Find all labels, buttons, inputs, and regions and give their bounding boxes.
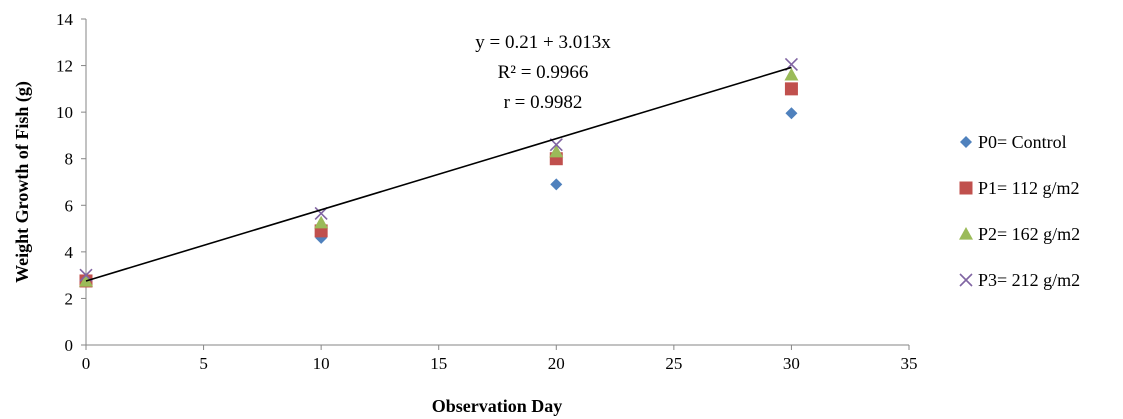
- data-point-series-2: [549, 144, 564, 158]
- y-tick-label: 0: [65, 336, 74, 355]
- x-tick-label: 0: [82, 354, 91, 373]
- trendline: [85, 66, 792, 282]
- data-point-series-3: [549, 138, 563, 152]
- legend-label-1: P1= 112 g/m2: [978, 178, 1080, 198]
- legend-label-3: P3= 212 g/m2: [978, 270, 1080, 290]
- data-marks: [79, 57, 799, 288]
- y-tick-label: 10: [56, 103, 73, 122]
- y-tick-label: 12: [56, 57, 73, 76]
- x-axis-title: Observation Day: [432, 396, 563, 416]
- annotation-r: r = 0.9982: [504, 92, 583, 113]
- x-tick-label: 15: [430, 354, 447, 373]
- x-tick-label: 10: [313, 354, 330, 373]
- y-tick-label: 8: [65, 150, 74, 169]
- y-axis-title: Weight Growth of Fish (g): [12, 81, 33, 283]
- y-tick-label: 2: [65, 289, 74, 308]
- y-tick-label: 14: [56, 10, 74, 29]
- legend-marker-3: [959, 273, 973, 287]
- x-tick-label: 20: [548, 354, 565, 373]
- x-tick-label: 5: [199, 354, 208, 373]
- axes: 0 5 10 15 20 25 30 35 0 2 4 6 8 10 12 14: [56, 10, 918, 373]
- x-tick-label: 25: [665, 354, 682, 373]
- legend-marker-0: [960, 136, 972, 148]
- legend: P0= Control P1= 112 g/m2 P2= 162 g/m2 P3= 2…: [959, 132, 1080, 290]
- data-point-series-2: [784, 67, 799, 81]
- legend-label-2: P2= 162 g/m2: [978, 224, 1080, 244]
- data-point-series-2: [314, 215, 329, 229]
- x-tick-label: 35: [901, 354, 918, 373]
- annotation-equation: y = 0.21 + 3.013x: [475, 32, 611, 53]
- y-tick-label: 6: [65, 196, 74, 215]
- data-point-series-0: [785, 107, 798, 120]
- annotation-r-squared: R² = 0.9966: [498, 62, 589, 83]
- legend-marker-1: [959, 181, 973, 195]
- x-tick-label: 30: [783, 354, 800, 373]
- data-point-series-0: [550, 178, 563, 191]
- data-point-series-3: [314, 206, 328, 221]
- legend-label-0: P0= Control: [978, 132, 1067, 152]
- y-tick-label: 4: [65, 243, 74, 262]
- data-point-series-1: [784, 82, 798, 96]
- legend-marker-2: [959, 227, 973, 240]
